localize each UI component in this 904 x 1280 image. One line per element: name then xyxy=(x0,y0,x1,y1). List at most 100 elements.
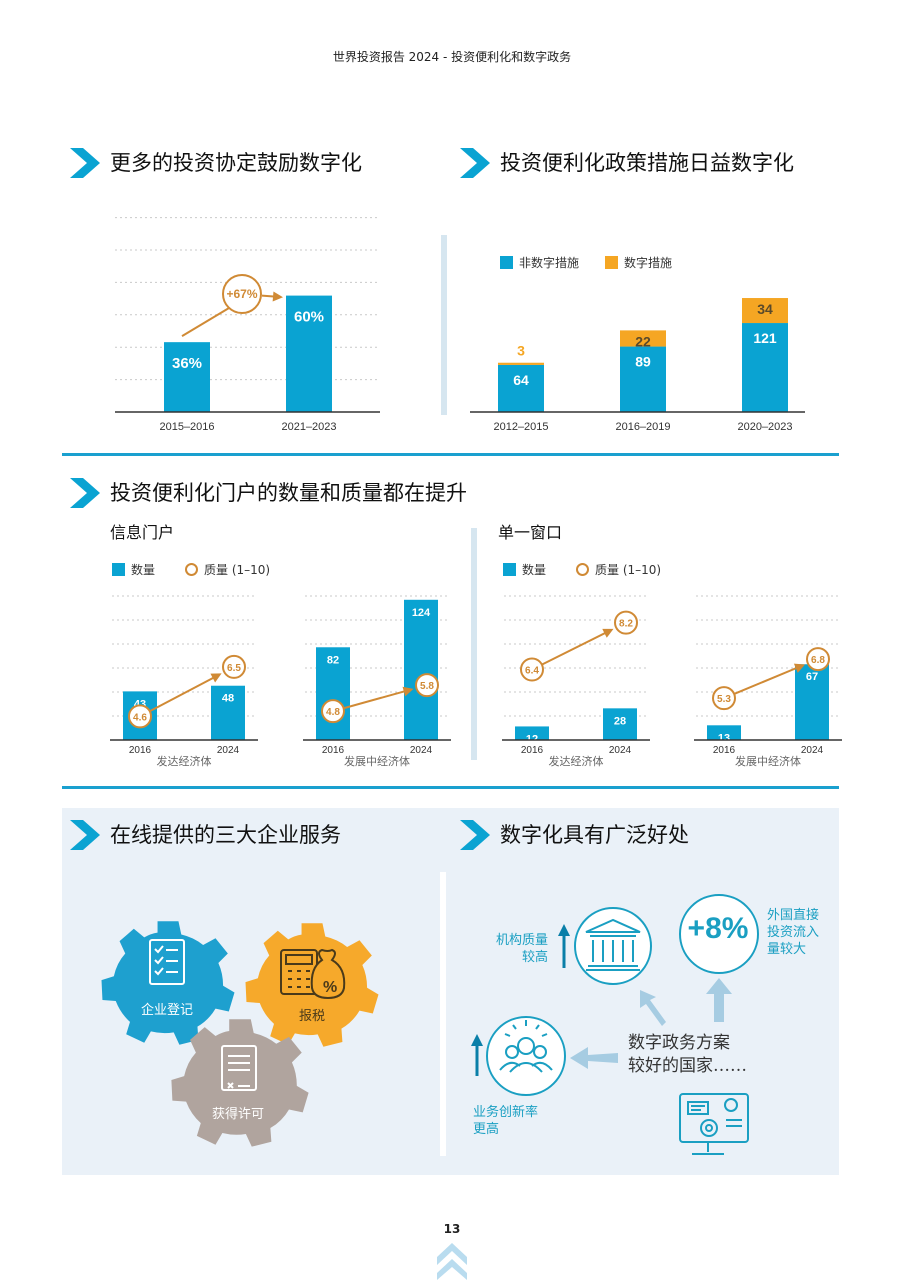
service-tax-label: 报税 xyxy=(299,1009,326,1024)
section-title-portals: 投资便利化门户的数量和质量都在提升 xyxy=(110,481,467,505)
arrow-to-institution xyxy=(640,990,666,1026)
institution-text-line: 较高 xyxy=(521,950,548,965)
quality-value-label: 4.8 xyxy=(326,707,340,718)
arrow-up-icon xyxy=(471,1034,483,1076)
team-people-icon xyxy=(499,1020,553,1073)
section-title-services: 在线提供的三大企业服务 xyxy=(110,823,341,847)
checklist-icon xyxy=(149,939,185,985)
innovation-circle xyxy=(486,1016,566,1096)
bar-value-label: 124 xyxy=(412,607,431,619)
bar-count-2016 xyxy=(515,726,549,740)
quality-trend-arrow xyxy=(343,689,408,710)
bar-value-label: 89 xyxy=(635,354,651,370)
group-label: 发展中经济体 xyxy=(344,754,410,768)
bar-digital-2020–2023 xyxy=(742,298,788,324)
bar-value-label: 3 xyxy=(517,343,525,359)
gear-permit xyxy=(171,1019,309,1147)
bar-value-label: 48 xyxy=(222,693,234,705)
quality-value-label: 6.5 xyxy=(227,663,241,674)
legend-label-quality: 质量 (1–10) xyxy=(595,563,662,577)
bar-non-digital-2012–2015 xyxy=(498,364,544,412)
arrow-to-innovation xyxy=(570,1047,618,1069)
quality-marker xyxy=(128,704,152,729)
innovation-text-line: 更高 xyxy=(473,1122,500,1137)
egovernment-computer-icon xyxy=(679,1093,749,1155)
x-tick-label: 2016 xyxy=(322,745,345,756)
legend-label-count: 数量 xyxy=(522,563,547,577)
panel-divider xyxy=(440,872,446,1156)
service-register-label: 企业登记 xyxy=(141,1003,194,1018)
quality-trend-arrow xyxy=(149,675,217,713)
bar-value-label: 121 xyxy=(753,330,777,346)
group-label: 发达经济体 xyxy=(157,754,212,768)
bar-non-digital-2020–2023 xyxy=(742,323,788,412)
bar-count-2016 xyxy=(707,725,741,740)
quality-value-label: 6.4 xyxy=(525,666,539,677)
bar-count-2024 xyxy=(211,685,245,740)
x-tick-label: 2024 xyxy=(801,745,824,756)
subtitle-single-window: 单一窗口 xyxy=(498,523,563,542)
legend-label-count: 数量 xyxy=(131,563,156,577)
bar-value-label: 34 xyxy=(757,301,773,317)
x-tick-label: 2016 xyxy=(713,745,736,756)
quality-trend-arrow xyxy=(733,665,800,695)
info-developing-chart: 82 2016 124 2024 4.8 5.8 发展中经济体 xyxy=(303,595,451,768)
growth-annotation-label: +67% xyxy=(226,287,257,301)
quality-marker xyxy=(520,657,544,682)
quality-trend-arrow xyxy=(541,630,609,666)
innovation-benefit-label: 业务创新率 更高 xyxy=(473,1104,538,1138)
section-title-measures: 投资便利化政策措施日益数字化 xyxy=(500,151,794,175)
institution-benefit-label: 机构质量 较高 xyxy=(490,932,548,966)
section-divider xyxy=(62,786,839,789)
legend-single-window: 数量 质量 (1–10) xyxy=(503,561,661,578)
institution-text-line: 机构质量 xyxy=(495,933,548,948)
quality-marker xyxy=(614,610,638,635)
bar-value-label: 36% xyxy=(172,355,202,372)
x-tick-label: 2016–2019 xyxy=(615,421,670,433)
quality-trend-arrow-head xyxy=(402,686,414,697)
x-tick-label: 2015–2016 xyxy=(159,421,214,433)
x-tick-label: 2016 xyxy=(129,745,152,756)
bar-value-label: 60% xyxy=(294,309,324,326)
arrow-to-fdi xyxy=(706,978,732,1022)
permit-document-icon xyxy=(221,1045,257,1091)
chevron-right-icon xyxy=(70,820,100,850)
quality-marker xyxy=(321,699,345,724)
legend-info-portal: 数量 质量 (1–10) xyxy=(112,561,270,578)
fdi-circle xyxy=(679,894,759,974)
section-title-benefits: 数字化具有广泛好处 xyxy=(500,823,689,847)
group-label: 发达经济体 xyxy=(549,754,604,768)
bar-count-2024 xyxy=(404,599,438,740)
report-header: 世界投资报告 2024 - 投资便利化和数字政务 xyxy=(332,50,572,64)
quality-value-label: 8.2 xyxy=(619,619,633,630)
bar-2021–2023 xyxy=(286,295,332,412)
legend-label-quality: 质量 (1–10) xyxy=(204,563,271,577)
benefits-diagram xyxy=(471,894,759,1155)
quality-value-label: 6.8 xyxy=(811,655,825,666)
quality-trend-arrow-head xyxy=(793,663,806,673)
svg-text:%: % xyxy=(323,979,337,996)
legend-swatch-quality xyxy=(576,563,590,576)
bar-2015–2016 xyxy=(164,342,210,412)
bar-value-label: 64 xyxy=(513,372,529,388)
money-bag-icon: % xyxy=(310,948,346,1000)
x-tick-label: 2016 xyxy=(521,745,544,756)
bar-digital-2012–2015 xyxy=(498,362,544,365)
legend-swatch-count xyxy=(503,563,516,576)
chevron-right-icon xyxy=(460,148,490,178)
chevron-right-icon xyxy=(70,478,100,508)
quality-marker xyxy=(806,647,830,672)
legend-label-non-digital: 非数字措施 xyxy=(519,256,580,270)
chevron-right-icon xyxy=(70,148,100,178)
chevron-right-icon xyxy=(460,820,490,850)
quality-value-label: 5.8 xyxy=(420,681,434,692)
bar-value-label: 28 xyxy=(614,715,626,727)
legend-measures: 非数字措施 数字措施 xyxy=(500,254,672,271)
benefits-core-text: 数字政务方案 较好的国家…… xyxy=(628,1032,747,1078)
legend-swatch-quality xyxy=(185,563,199,576)
section-divider xyxy=(62,453,839,456)
bank-building-icon xyxy=(585,918,641,971)
x-tick-label: 2024 xyxy=(609,745,632,756)
